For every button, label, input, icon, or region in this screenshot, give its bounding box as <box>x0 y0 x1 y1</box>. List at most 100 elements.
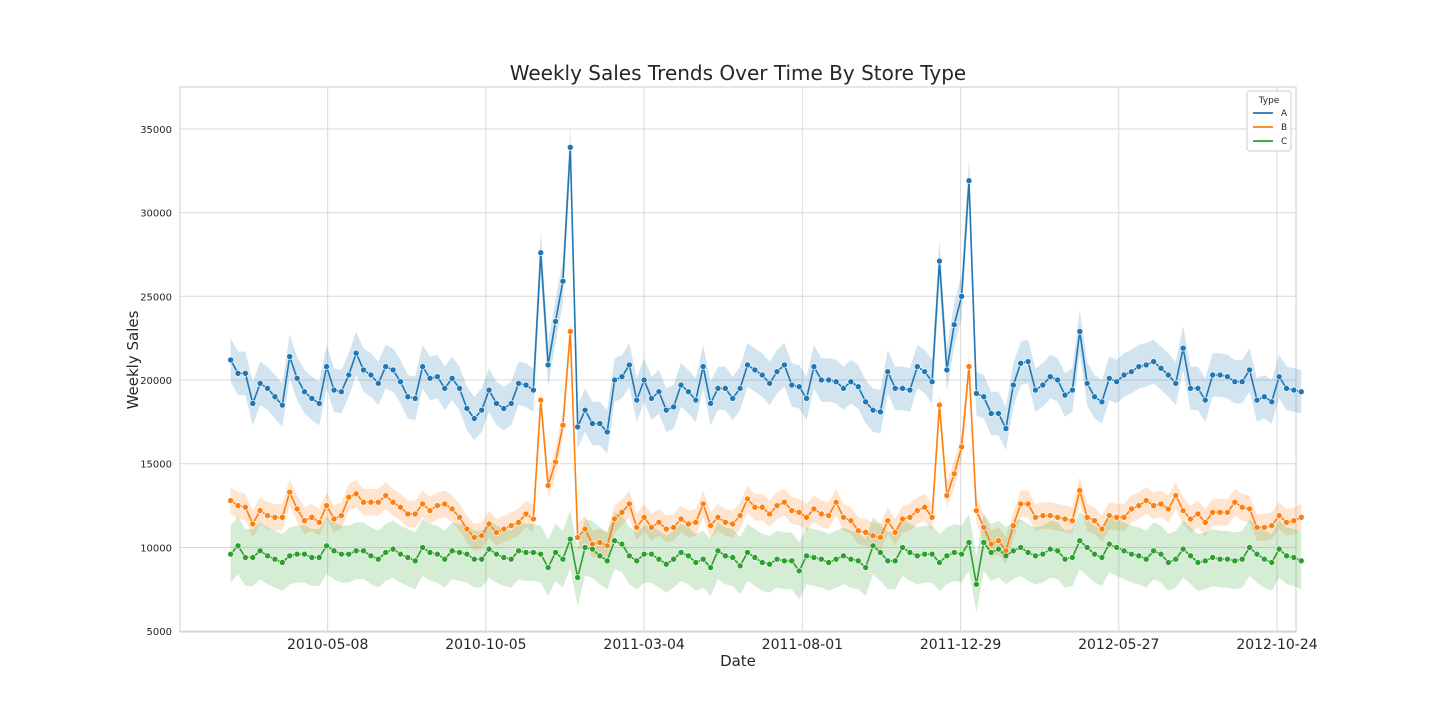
data-point-C <box>1128 550 1135 558</box>
data-point-C <box>264 552 271 560</box>
data-point-B <box>810 505 818 513</box>
x-tick-label: 2012-05-27 <box>1078 637 1159 653</box>
data-point-C <box>914 552 921 560</box>
y-tick-label: 10000 <box>140 543 172 554</box>
data-point-B <box>515 519 522 526</box>
data-point-C <box>1032 552 1039 560</box>
data-point-B <box>1076 487 1084 494</box>
data-point-B <box>315 519 323 526</box>
y-tick-label: 30000 <box>140 209 172 220</box>
data-point-B <box>781 498 788 506</box>
data-point-B <box>1231 498 1239 506</box>
data-point-B <box>242 503 249 511</box>
data-point-A <box>914 363 921 370</box>
data-point-C <box>899 544 906 551</box>
x-tick-label: 2010-10-05 <box>445 637 526 653</box>
data-point-A <box>1201 396 1209 404</box>
data-point-A <box>1091 393 1098 401</box>
data-point-B <box>722 519 729 526</box>
data-point-B <box>877 534 884 541</box>
data-point-B <box>493 529 500 536</box>
data-point-A <box>1032 386 1039 394</box>
data-point-B <box>825 512 833 519</box>
data-point-A <box>1017 359 1024 367</box>
data-point-C <box>515 547 522 555</box>
data-point-A <box>1224 373 1231 380</box>
data-point-A <box>308 395 316 402</box>
data-point-B <box>404 510 412 518</box>
data-point-C <box>522 549 530 556</box>
data-point-A <box>234 370 242 377</box>
data-point-B <box>633 524 641 531</box>
data-point-B <box>434 502 441 509</box>
data-point-C <box>1135 552 1143 560</box>
x-tick-label: 2011-03-04 <box>603 637 684 653</box>
data-point-B <box>1216 508 1224 516</box>
data-point-B <box>832 498 840 506</box>
data-point-B <box>470 534 478 541</box>
data-point-C <box>1061 555 1069 563</box>
data-point-C <box>773 555 781 563</box>
data-point-C <box>1216 555 1224 563</box>
data-point-A <box>1061 391 1069 399</box>
data-point-C <box>367 552 375 560</box>
data-point-A <box>1098 398 1106 406</box>
data-point-A <box>470 415 478 422</box>
data-point-C <box>589 545 596 553</box>
data-point-A <box>1083 380 1091 387</box>
x-tick-label: 2012-10-24 <box>1236 637 1317 653</box>
data-point-C <box>1165 559 1172 566</box>
data-point-A <box>736 385 744 392</box>
data-point-B <box>1032 514 1039 521</box>
data-point-B <box>677 515 685 523</box>
data-point-B <box>1187 515 1194 523</box>
data-point-B <box>574 534 581 541</box>
data-point-A <box>744 361 751 369</box>
data-point-A <box>906 386 914 394</box>
data-point-A <box>537 249 545 257</box>
data-point-B <box>271 514 279 521</box>
data-point-B <box>500 525 508 533</box>
x-tick-label: 2010-05-08 <box>287 637 368 653</box>
legend-box <box>1246 90 1292 152</box>
data-point-C <box>744 549 751 556</box>
data-point-C <box>958 550 965 558</box>
data-point-C <box>1187 552 1194 560</box>
confidence-band-B <box>230 318 1302 565</box>
data-point-B <box>286 488 294 496</box>
data-point-C <box>1017 544 1024 551</box>
data-point-C <box>869 542 877 550</box>
data-point-C <box>648 550 655 558</box>
data-point-C <box>950 549 958 556</box>
data-point-A <box>544 361 552 369</box>
data-point-B <box>1106 512 1113 519</box>
data-point-A <box>581 406 589 414</box>
data-point-C <box>493 550 500 558</box>
data-point-B <box>1135 502 1143 509</box>
data-point-B <box>965 363 973 370</box>
y-tick-labels: 5000 10000 15000 20000 25000 30000 35000 <box>140 125 172 638</box>
y-tick-label: 5000 <box>147 627 172 638</box>
data-point-C <box>323 542 330 550</box>
data-point-A <box>323 363 330 370</box>
data-point-B <box>1039 512 1047 519</box>
y-tick-label: 20000 <box>140 376 172 387</box>
data-point-A <box>1128 368 1135 375</box>
data-point-C <box>891 557 899 565</box>
data-point-A <box>995 410 1002 417</box>
confidence-bands <box>230 125 1302 613</box>
data-point-B <box>692 519 700 526</box>
data-point-B <box>330 515 338 523</box>
data-point-A <box>315 400 323 407</box>
data-point-C <box>781 557 788 565</box>
data-point-A <box>530 386 537 394</box>
data-point-A <box>1172 380 1180 387</box>
data-point-B <box>463 525 471 533</box>
data-point-B <box>995 537 1002 545</box>
data-point-C <box>640 550 648 558</box>
data-point-C <box>1076 537 1084 545</box>
data-point-B <box>1201 519 1209 526</box>
data-point-A <box>411 395 419 402</box>
data-point-C <box>315 554 323 561</box>
data-point-C <box>360 547 367 555</box>
